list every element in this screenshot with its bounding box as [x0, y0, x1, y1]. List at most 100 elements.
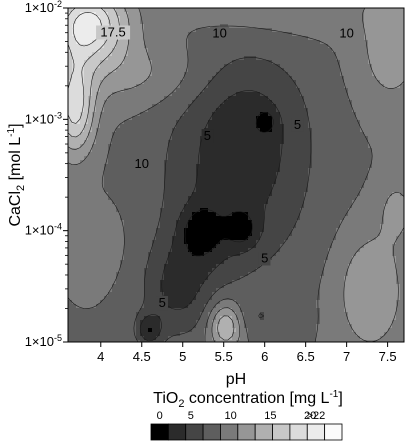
contour-cell: [88, 124, 93, 129]
contour-cell: [316, 224, 321, 229]
contour-cell: [272, 96, 277, 101]
contour-cell: [200, 152, 205, 157]
contour-cell: [72, 124, 77, 129]
contour-cell: [76, 184, 81, 189]
contour-cell: [168, 192, 173, 197]
contour-cell: [284, 52, 289, 57]
contour-cell: [280, 20, 285, 25]
contour-cell: [280, 8, 285, 13]
contour-cell: [92, 48, 97, 53]
contour-cell: [72, 108, 77, 113]
contour-cell: [232, 88, 237, 93]
contour-cell: [268, 56, 273, 61]
contour-cell: [320, 224, 325, 229]
contour-cell: [116, 176, 121, 181]
contour-cell: [348, 60, 353, 65]
contour-cell: [156, 164, 161, 169]
contour-cell: [224, 216, 229, 221]
contour-cell: [328, 124, 333, 129]
contour-cell: [180, 196, 185, 201]
contour-cell: [312, 64, 317, 69]
contour-cell: [160, 168, 165, 173]
contour-cell: [108, 60, 113, 65]
contour-cell: [352, 224, 357, 229]
contour-cell: [284, 24, 289, 29]
contour-cell: [388, 184, 393, 189]
contour-cell: [72, 56, 77, 61]
contour-cell: [340, 124, 345, 129]
contour-cell: [280, 36, 285, 41]
contour-cell: [204, 36, 209, 41]
contour-cell: [248, 36, 253, 41]
contour-cell: [188, 20, 193, 25]
contour-cell: [128, 120, 133, 125]
contour-cell: [344, 200, 349, 205]
contour-cell: [248, 168, 253, 173]
contour-cell: [184, 192, 189, 197]
contour-cell: [152, 88, 157, 93]
contour-cell: [304, 212, 309, 217]
contour-cell: [272, 20, 277, 25]
contour-cell: [364, 156, 369, 161]
contour-cell: [212, 52, 217, 57]
contour-cell: [336, 8, 341, 13]
contour-cell: [248, 156, 253, 161]
contour-cell: [108, 88, 113, 93]
contour-cell: [172, 152, 177, 157]
contour-cell: [84, 152, 89, 157]
contour-cell: [140, 224, 145, 229]
contour-cell: [352, 152, 357, 157]
contour-cell: [92, 56, 97, 61]
contour-cell: [316, 148, 321, 153]
contour-cell: [132, 56, 137, 61]
contour-cell: [252, 156, 257, 161]
contour-cell: [244, 152, 249, 157]
contour-cell: [116, 20, 121, 25]
contour-cell: [116, 12, 121, 17]
contour-cell: [208, 120, 213, 125]
contour-cell: [160, 192, 165, 197]
contour-cell: [272, 104, 277, 109]
contour-cell: [116, 104, 121, 109]
contour-cell: [212, 100, 217, 105]
contour-cell: [72, 152, 77, 157]
contour-cell: [136, 64, 141, 69]
contour-cell: [324, 236, 329, 241]
contour-cell: [152, 124, 157, 129]
contour-cell: [280, 148, 285, 153]
contour-cell: [244, 64, 249, 69]
contour-cell: [352, 216, 357, 221]
contour-cell: [336, 180, 341, 185]
contour-cell: [300, 72, 305, 77]
contour-cell: [392, 140, 397, 145]
contour-cell: [248, 28, 253, 33]
contour-cell: [140, 196, 145, 201]
contour-cell: [80, 44, 85, 49]
contour-cell: [248, 144, 253, 149]
contour-cell: [120, 192, 125, 197]
contour-cell: [244, 56, 249, 61]
contour-cell: [332, 220, 337, 225]
contour-cell: [308, 16, 313, 21]
contour-cell: [280, 64, 285, 69]
contour-cell: [68, 108, 73, 113]
contour-cell: [68, 204, 73, 209]
contour-cell: [352, 16, 357, 21]
contour-cell: [396, 196, 401, 201]
contour-cell: [272, 72, 277, 77]
contour-cell: [260, 200, 265, 205]
contour-cell: [168, 156, 173, 161]
contour-cell: [308, 24, 313, 29]
contour-cell: [196, 228, 201, 233]
contour-cell: [284, 156, 289, 161]
contour-cell: [320, 88, 325, 93]
contour-cell: [272, 68, 277, 73]
contour-cell: [124, 44, 129, 49]
contour-cell: [312, 28, 317, 33]
contour-cell: [344, 232, 349, 237]
contour-cell: [320, 160, 325, 165]
contour-cell: [288, 216, 293, 221]
contour-cell: [384, 116, 389, 121]
contour-cell: [100, 208, 105, 213]
contour-cell: [172, 20, 177, 25]
